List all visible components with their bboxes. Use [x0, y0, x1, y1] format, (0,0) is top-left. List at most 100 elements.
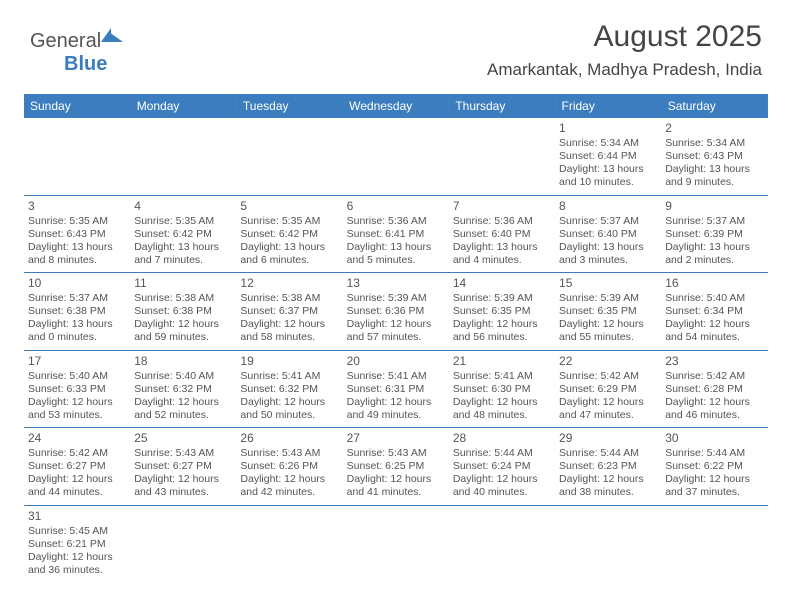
weekday-header-row: SundayMondayTuesdayWednesdayThursdayFrid… [24, 94, 768, 118]
sunrise-text: Sunrise: 5:39 AM [559, 292, 657, 305]
calendar-row: 3Sunrise: 5:35 AMSunset: 6:43 PMDaylight… [24, 195, 768, 273]
sunrise-text: Sunrise: 5:37 AM [665, 215, 763, 228]
calendar-cell [24, 118, 130, 195]
daylight-text: Daylight: 12 hours and 42 minutes. [240, 473, 338, 499]
sunset-text: Sunset: 6:30 PM [453, 383, 551, 396]
calendar-cell: 6Sunrise: 5:36 AMSunset: 6:41 PMDaylight… [343, 195, 449, 273]
sunrise-text: Sunrise: 5:43 AM [347, 447, 445, 460]
daylight-text: Daylight: 12 hours and 43 minutes. [134, 473, 232, 499]
calendar-row: 10Sunrise: 5:37 AMSunset: 6:38 PMDayligh… [24, 273, 768, 351]
sunset-text: Sunset: 6:33 PM [28, 383, 126, 396]
calendar-cell: 19Sunrise: 5:41 AMSunset: 6:32 PMDayligh… [236, 350, 342, 428]
logo-text-2: Blue [64, 53, 107, 75]
weekday-header: Friday [555, 94, 661, 118]
sunrise-text: Sunrise: 5:34 AM [665, 137, 763, 150]
header: General Blue August 2025 Amarkantak, Mad… [0, 0, 792, 94]
calendar-cell: 11Sunrise: 5:38 AMSunset: 6:38 PMDayligh… [130, 273, 236, 351]
calendar-cell: 18Sunrise: 5:40 AMSunset: 6:32 PMDayligh… [130, 350, 236, 428]
sunrise-text: Sunrise: 5:37 AM [28, 292, 126, 305]
sunrise-text: Sunrise: 5:44 AM [559, 447, 657, 460]
sunrise-text: Sunrise: 5:39 AM [347, 292, 445, 305]
calendar-cell [343, 118, 449, 195]
day-number: 21 [453, 354, 551, 369]
day-number: 28 [453, 431, 551, 446]
calendar-cell: 23Sunrise: 5:42 AMSunset: 6:28 PMDayligh… [661, 350, 767, 428]
day-number: 6 [347, 199, 445, 214]
logo-flag-icon [109, 32, 123, 42]
sunrise-text: Sunrise: 5:39 AM [453, 292, 551, 305]
calendar-row: 31Sunrise: 5:45 AMSunset: 6:21 PMDayligh… [24, 505, 768, 582]
daylight-text: Daylight: 13 hours and 6 minutes. [240, 241, 338, 267]
sunset-text: Sunset: 6:40 PM [559, 228, 657, 241]
daylight-text: Daylight: 12 hours and 48 minutes. [453, 396, 551, 422]
daylight-text: Daylight: 12 hours and 56 minutes. [453, 318, 551, 344]
day-number: 2 [665, 121, 763, 136]
daylight-text: Daylight: 13 hours and 3 minutes. [559, 241, 657, 267]
weekday-header: Monday [130, 94, 236, 118]
calendar-cell: 21Sunrise: 5:41 AMSunset: 6:30 PMDayligh… [449, 350, 555, 428]
day-number: 4 [134, 199, 232, 214]
sunset-text: Sunset: 6:28 PM [665, 383, 763, 396]
day-number: 24 [28, 431, 126, 446]
sunset-text: Sunset: 6:32 PM [134, 383, 232, 396]
sunrise-text: Sunrise: 5:38 AM [240, 292, 338, 305]
day-number: 16 [665, 276, 763, 291]
sunset-text: Sunset: 6:27 PM [134, 460, 232, 473]
calendar-cell: 8Sunrise: 5:37 AMSunset: 6:40 PMDaylight… [555, 195, 661, 273]
calendar-table: SundayMondayTuesdayWednesdayThursdayFrid… [24, 94, 768, 582]
sunrise-text: Sunrise: 5:36 AM [347, 215, 445, 228]
location-text: Amarkantak, Madhya Pradesh, India [30, 60, 762, 80]
calendar-cell: 31Sunrise: 5:45 AMSunset: 6:21 PMDayligh… [24, 505, 130, 582]
sunrise-text: Sunrise: 5:38 AM [134, 292, 232, 305]
calendar-cell [130, 505, 236, 582]
sunset-text: Sunset: 6:21 PM [28, 538, 126, 551]
calendar-cell: 5Sunrise: 5:35 AMSunset: 6:42 PMDaylight… [236, 195, 342, 273]
sunset-text: Sunset: 6:42 PM [240, 228, 338, 241]
weekday-header: Thursday [449, 94, 555, 118]
daylight-text: Daylight: 12 hours and 52 minutes. [134, 396, 232, 422]
sunset-text: Sunset: 6:43 PM [665, 150, 763, 163]
daylight-text: Daylight: 12 hours and 58 minutes. [240, 318, 338, 344]
calendar-cell [449, 505, 555, 582]
sunset-text: Sunset: 6:23 PM [559, 460, 657, 473]
sunset-text: Sunset: 6:44 PM [559, 150, 657, 163]
daylight-text: Daylight: 13 hours and 8 minutes. [28, 241, 126, 267]
day-number: 19 [240, 354, 338, 369]
daylight-text: Daylight: 13 hours and 9 minutes. [665, 163, 763, 189]
logo-text-1: General [30, 30, 101, 52]
sunrise-text: Sunrise: 5:44 AM [453, 447, 551, 460]
day-number: 3 [28, 199, 126, 214]
logo: General Blue [30, 30, 123, 76]
calendar-row: 1Sunrise: 5:34 AMSunset: 6:44 PMDaylight… [24, 118, 768, 195]
sunrise-text: Sunrise: 5:41 AM [347, 370, 445, 383]
day-number: 7 [453, 199, 551, 214]
sunset-text: Sunset: 6:34 PM [665, 305, 763, 318]
daylight-text: Daylight: 13 hours and 4 minutes. [453, 241, 551, 267]
daylight-text: Daylight: 13 hours and 5 minutes. [347, 241, 445, 267]
sunrise-text: Sunrise: 5:43 AM [240, 447, 338, 460]
sunrise-text: Sunrise: 5:35 AM [240, 215, 338, 228]
sunset-text: Sunset: 6:41 PM [347, 228, 445, 241]
calendar-cell: 14Sunrise: 5:39 AMSunset: 6:35 PMDayligh… [449, 273, 555, 351]
sunrise-text: Sunrise: 5:41 AM [453, 370, 551, 383]
sunrise-text: Sunrise: 5:42 AM [665, 370, 763, 383]
daylight-text: Daylight: 12 hours and 59 minutes. [134, 318, 232, 344]
sunset-text: Sunset: 6:40 PM [453, 228, 551, 241]
sunset-text: Sunset: 6:25 PM [347, 460, 445, 473]
sunset-text: Sunset: 6:38 PM [134, 305, 232, 318]
page-title: August 2025 [30, 20, 762, 54]
calendar-cell: 30Sunrise: 5:44 AMSunset: 6:22 PMDayligh… [661, 428, 767, 506]
calendar-cell [343, 505, 449, 582]
day-number: 10 [28, 276, 126, 291]
day-number: 18 [134, 354, 232, 369]
calendar-cell: 28Sunrise: 5:44 AMSunset: 6:24 PMDayligh… [449, 428, 555, 506]
day-number: 13 [347, 276, 445, 291]
sunrise-text: Sunrise: 5:35 AM [134, 215, 232, 228]
calendar-cell: 29Sunrise: 5:44 AMSunset: 6:23 PMDayligh… [555, 428, 661, 506]
daylight-text: Daylight: 12 hours and 50 minutes. [240, 396, 338, 422]
sunrise-text: Sunrise: 5:34 AM [559, 137, 657, 150]
daylight-text: Daylight: 12 hours and 55 minutes. [559, 318, 657, 344]
sunset-text: Sunset: 6:24 PM [453, 460, 551, 473]
daylight-text: Daylight: 12 hours and 38 minutes. [559, 473, 657, 499]
daylight-text: Daylight: 12 hours and 37 minutes. [665, 473, 763, 499]
